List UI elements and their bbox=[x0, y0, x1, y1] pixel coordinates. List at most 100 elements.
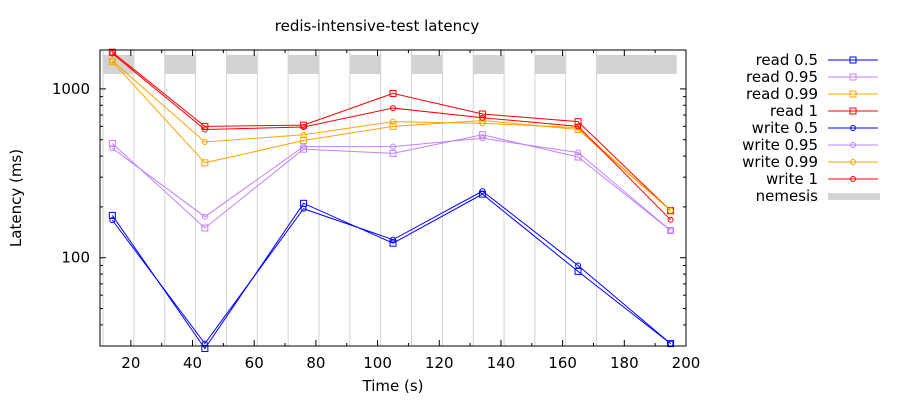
series-write-1 bbox=[109, 50, 674, 223]
data-point bbox=[478, 131, 486, 139]
data-point bbox=[667, 207, 674, 214]
nemesis-band bbox=[349, 55, 381, 74]
series-line bbox=[111, 134, 671, 231]
nemesis-band bbox=[411, 55, 443, 74]
data-point bbox=[108, 139, 116, 147]
legend-item-read-0-95: read 0.95 bbox=[746, 68, 878, 86]
legend-item-read-1: read 1 bbox=[770, 102, 878, 120]
nemesis-band bbox=[473, 55, 505, 74]
legend-marker bbox=[850, 142, 856, 148]
nemesis-bands bbox=[103, 55, 677, 74]
legend-label: write 0.95 bbox=[742, 136, 818, 154]
series-write-0-95 bbox=[109, 135, 674, 234]
series-write-0-5 bbox=[109, 188, 674, 347]
series-line bbox=[112, 51, 671, 212]
nemesis-band bbox=[288, 55, 319, 74]
x-axis-label: Time (s) bbox=[362, 377, 424, 395]
x-tick-label: 120 bbox=[425, 354, 454, 372]
data-point bbox=[109, 57, 116, 64]
data-point bbox=[201, 138, 208, 145]
x-tick-label: 180 bbox=[610, 354, 639, 372]
x-tick-label: 140 bbox=[487, 354, 516, 372]
legend-marker bbox=[849, 73, 857, 81]
nemesis-band bbox=[103, 55, 134, 74]
legend-marker bbox=[849, 107, 857, 115]
data-point bbox=[389, 149, 397, 157]
x-tick-label: 40 bbox=[183, 354, 202, 372]
y-axis-label: Latency (ms) bbox=[7, 149, 25, 247]
legend-item-write-0-95: write 0.95 bbox=[742, 136, 878, 154]
x-tick-label: 160 bbox=[548, 354, 577, 372]
nemesis-band bbox=[164, 55, 196, 74]
legend-label: read 0.5 bbox=[756, 51, 818, 69]
data-point bbox=[300, 205, 307, 212]
series-line bbox=[112, 60, 671, 212]
data-point bbox=[575, 123, 582, 130]
x-tick-label: 60 bbox=[245, 354, 264, 372]
data-point bbox=[300, 131, 307, 138]
data-point bbox=[479, 114, 486, 121]
data-point bbox=[109, 217, 116, 224]
legend-item-nemesis: nemesis bbox=[756, 187, 880, 205]
legend-marker bbox=[849, 56, 857, 64]
legend-item-write-1: write 1 bbox=[766, 170, 878, 188]
series-layer bbox=[108, 48, 675, 352]
x-tick-label: 20 bbox=[121, 354, 140, 372]
series-write-0-99 bbox=[109, 57, 674, 214]
data-point bbox=[667, 216, 674, 223]
data-point bbox=[390, 118, 396, 125]
legend-marker bbox=[850, 159, 856, 165]
data-point bbox=[108, 211, 116, 219]
data-point bbox=[300, 143, 307, 150]
data-point bbox=[479, 135, 486, 142]
legend-label: read 0.99 bbox=[746, 85, 818, 103]
data-point bbox=[300, 121, 308, 129]
legend-label: nemesis bbox=[756, 187, 819, 205]
series-line bbox=[112, 137, 671, 231]
series-line bbox=[112, 53, 671, 221]
x-axis: 20 40 60 80 100 120 140 160 180 200 bbox=[99, 50, 701, 372]
series-read-0-5 bbox=[108, 190, 675, 352]
data-point bbox=[478, 110, 486, 118]
data-point bbox=[300, 123, 307, 130]
data-point bbox=[390, 236, 396, 243]
x-tick-label: 200 bbox=[672, 354, 701, 372]
y-axis: 100 1000 bbox=[52, 80, 686, 347]
data-point bbox=[574, 153, 582, 161]
data-point bbox=[109, 50, 116, 57]
data-point bbox=[108, 58, 116, 66]
data-point bbox=[201, 224, 209, 232]
data-point bbox=[201, 344, 209, 352]
data-point bbox=[108, 48, 116, 56]
x-tick-label: 80 bbox=[306, 354, 325, 372]
legend-label: read 0.95 bbox=[746, 68, 818, 86]
nemesis-band bbox=[596, 55, 677, 74]
data-point bbox=[479, 120, 486, 127]
y-tick-label: 100 bbox=[61, 249, 90, 267]
nemesis-band bbox=[226, 55, 258, 74]
legend-label: write 0.5 bbox=[752, 119, 818, 137]
nemesis-band bbox=[534, 55, 566, 74]
series-line bbox=[111, 193, 671, 350]
x-tick-label: 100 bbox=[363, 354, 392, 372]
plot-frame bbox=[99, 49, 687, 347]
legend-marker bbox=[850, 176, 856, 182]
series-line bbox=[111, 61, 671, 212]
legend-label: read 1 bbox=[770, 102, 818, 120]
data-point bbox=[575, 149, 582, 156]
legend-item-write-0-99: write 0.99 bbox=[742, 153, 878, 171]
data-point bbox=[201, 126, 208, 133]
legend-label: write 1 bbox=[766, 170, 818, 188]
data-point bbox=[390, 143, 396, 150]
data-point bbox=[389, 122, 397, 130]
data-point bbox=[667, 227, 674, 234]
data-point bbox=[479, 188, 486, 195]
legend-marker bbox=[849, 90, 857, 98]
data-point bbox=[109, 145, 116, 152]
data-point bbox=[389, 89, 397, 97]
legend-item-read-0-5: read 0.5 bbox=[756, 51, 878, 69]
series-read-0-99 bbox=[108, 58, 675, 215]
y-tick-label: 1000 bbox=[52, 80, 90, 98]
